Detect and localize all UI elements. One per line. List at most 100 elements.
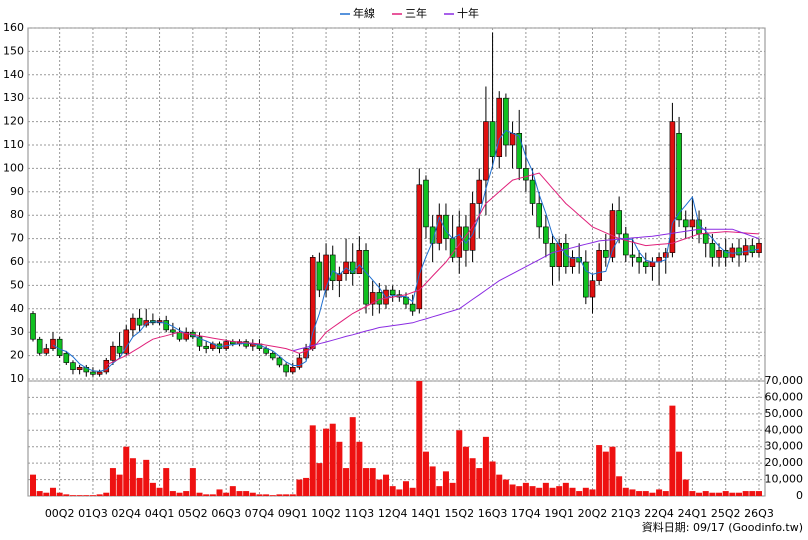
candle-body	[316, 261, 323, 291]
volume-bar	[489, 461, 496, 496]
volume-bar	[283, 494, 290, 496]
y2-tick-label: 70,000	[765, 374, 804, 387]
volume-bar	[183, 491, 190, 496]
candle-body	[609, 210, 616, 258]
candle-body	[116, 345, 123, 354]
volume-bar	[429, 466, 436, 496]
volume-bar	[336, 441, 343, 496]
candle-body	[536, 203, 543, 228]
volume-bar	[602, 451, 609, 496]
volume-bar	[30, 474, 36, 496]
volume-bar	[303, 477, 310, 496]
x-tick-label: 00Q2	[45, 507, 75, 520]
volume-bar	[36, 491, 43, 496]
candle-body	[356, 250, 363, 275]
x-tick-label: 19Q1	[544, 507, 574, 520]
y-tick-label: 40	[10, 302, 24, 315]
candle-body	[103, 359, 110, 373]
volume-bar	[402, 481, 409, 496]
candle-body	[136, 317, 143, 326]
volume-bar	[556, 486, 563, 496]
y2-tick-label: 0	[796, 489, 803, 502]
ma-line	[106, 172, 760, 366]
candle-body	[523, 168, 529, 181]
volume-bar	[756, 491, 762, 496]
candle-body	[636, 257, 642, 263]
x-tick-label: 07Q4	[245, 507, 275, 520]
volume-bar	[616, 476, 623, 496]
volume-bar	[702, 491, 709, 496]
candle-body	[63, 352, 70, 363]
candle-body	[742, 245, 749, 256]
ma-line	[292, 228, 760, 352]
legend-label: 十年	[457, 6, 479, 20]
candle-body	[83, 366, 90, 373]
y-tick-label: 150	[3, 44, 24, 57]
volume-bar	[89, 495, 96, 496]
volume-bar	[156, 487, 163, 496]
candle-body	[50, 338, 56, 349]
y2-tick-label: 20,000	[765, 456, 804, 469]
volume-bar	[496, 474, 503, 496]
y2-tick-label: 50,000	[765, 407, 804, 420]
volume-bar	[256, 494, 263, 496]
volume-bar	[69, 495, 76, 496]
volume-bar	[229, 486, 236, 496]
candle-body	[603, 250, 609, 258]
candle-body	[289, 366, 296, 373]
x-tick-label: 21Q3	[611, 507, 641, 520]
candle-body	[76, 366, 83, 370]
y-tick-label: 60	[10, 255, 24, 268]
candle-body	[436, 214, 443, 244]
volume-bar	[509, 484, 516, 496]
volume-bar	[109, 468, 116, 496]
candle-body	[629, 254, 636, 258]
volume-bar	[736, 492, 743, 496]
volume-bar	[96, 494, 103, 496]
volume-bar	[636, 491, 643, 496]
candle-body	[170, 329, 176, 333]
candle-body	[669, 121, 676, 253]
candle-body	[722, 250, 729, 258]
volume-bar	[363, 468, 370, 496]
volume-bar	[662, 491, 669, 496]
y-tick-label: 20	[10, 349, 24, 362]
candle-body	[176, 331, 183, 340]
candle-body	[349, 261, 356, 274]
candle-body	[509, 133, 516, 146]
y-tick-label: 160	[3, 21, 24, 34]
candle-body	[749, 245, 756, 253]
volume-bar	[522, 482, 529, 496]
candle-body	[203, 345, 209, 349]
volume-bar	[722, 491, 729, 496]
candle-body	[449, 238, 456, 258]
ma-line	[52, 129, 760, 372]
volume-bar	[682, 479, 689, 496]
candle-body	[689, 219, 696, 228]
candle-body	[583, 261, 589, 298]
volume-bar	[103, 492, 110, 496]
candle-body	[616, 210, 622, 235]
candle-body	[682, 219, 689, 228]
y-tick-label: 140	[3, 68, 24, 81]
volume-bar	[409, 487, 416, 496]
volume-bar	[209, 494, 216, 496]
volume-bar	[729, 492, 736, 496]
volume-bar	[123, 446, 130, 496]
y-tick-label: 30	[10, 325, 24, 338]
volume-bar	[343, 468, 350, 496]
candle-body	[543, 226, 549, 244]
x-tick-label: 05Q2	[178, 507, 208, 520]
volume-bar	[316, 463, 323, 496]
candle-body	[70, 362, 76, 370]
y-tick-label: 50	[10, 278, 24, 291]
candle-body	[269, 352, 276, 359]
candle-body	[489, 121, 496, 157]
candle-body	[503, 97, 509, 146]
volume-bar	[709, 492, 716, 496]
y-tick-label: 120	[3, 115, 24, 128]
candle-body	[56, 338, 63, 356]
y-tick-label: 130	[3, 91, 24, 104]
candle-body	[569, 257, 576, 267]
candle-body	[622, 233, 629, 256]
